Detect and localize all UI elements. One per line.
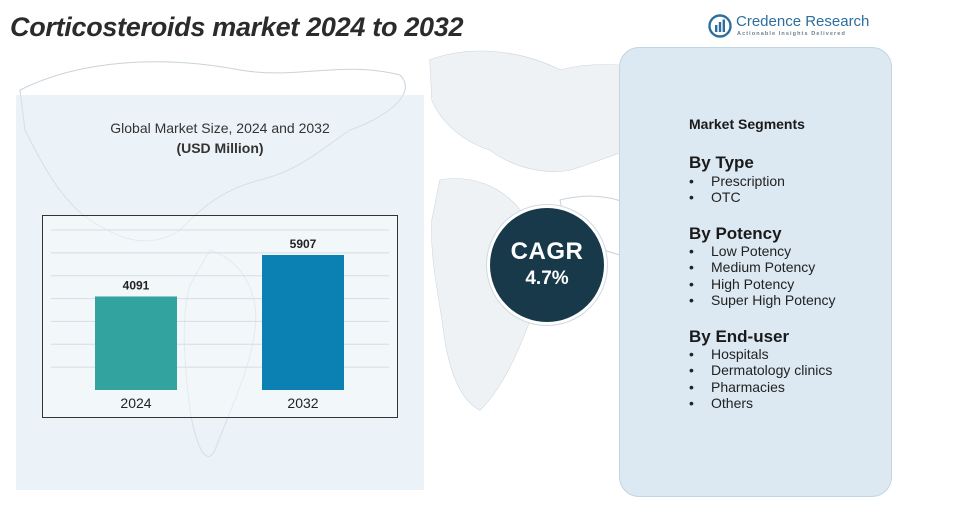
list-item: • Super High Potency	[689, 291, 836, 308]
cagr-value: 4.7%	[525, 268, 569, 289]
cagr-label: CAGR	[510, 238, 584, 265]
category-label: 2032	[287, 395, 318, 411]
segment-heading-end-user: By End-user	[689, 327, 790, 346]
segment-heading-potency: By Potency	[689, 224, 782, 243]
segments-title: Market Segments	[689, 116, 805, 132]
brand-name: Credence Research	[736, 13, 870, 30]
cagr-badge	[487, 205, 607, 325]
credence-logo-icon	[708, 14, 732, 38]
list-item: • Low Potency	[689, 243, 792, 259]
segment-heading-type: By Type	[689, 153, 754, 172]
list-item: • Hospitals	[689, 346, 769, 362]
brand-tagline: Actionable Insights Delivered	[737, 31, 846, 37]
chart-panel: Global Market Size, 2024 and 2032 (USD M…	[16, 95, 424, 490]
list-item: • OTC	[689, 189, 741, 206]
page-title: Corticosteroids market 2024 to 2032	[10, 12, 464, 42]
bar-2032	[262, 254, 344, 390]
bar-2024	[95, 296, 177, 390]
bar-value-label: 4091	[123, 278, 150, 292]
bar-chart-frame: 4091 2024 5907 2032	[42, 215, 398, 418]
list-item: • Prescription	[689, 173, 785, 189]
segment-list-potency: • Low Potency • Medium Potency • High Poten…	[689, 243, 836, 308]
list-item: • Pharmacies	[689, 378, 785, 395]
chart-subtitle: (USD Million)	[176, 140, 264, 156]
bar-chart: 4091 2024 5907 2032	[51, 229, 389, 411]
list-item: • Medium Potency	[689, 259, 816, 276]
brand-logo: Credence Research Actionable Insights De…	[708, 12, 870, 40]
list-item: • High Potency	[689, 275, 795, 292]
list-item: • Dermatology clinics	[689, 362, 833, 379]
segment-list-end-user: • Hospitals • Dermatology clinics • Pharmac…	[689, 346, 832, 411]
category-label: 2024	[120, 395, 151, 411]
chart-title: Global Market Size, 2024 and 2032	[110, 120, 330, 136]
list-item: • Others	[689, 394, 754, 411]
bar-value-label: 5907	[290, 237, 317, 251]
chart-labels: 4091 2024 5907 2032	[120, 237, 318, 411]
segments-panel	[619, 47, 892, 497]
segment-list-type: • Prescription • OTC	[689, 173, 785, 206]
chart-bars	[95, 254, 344, 390]
